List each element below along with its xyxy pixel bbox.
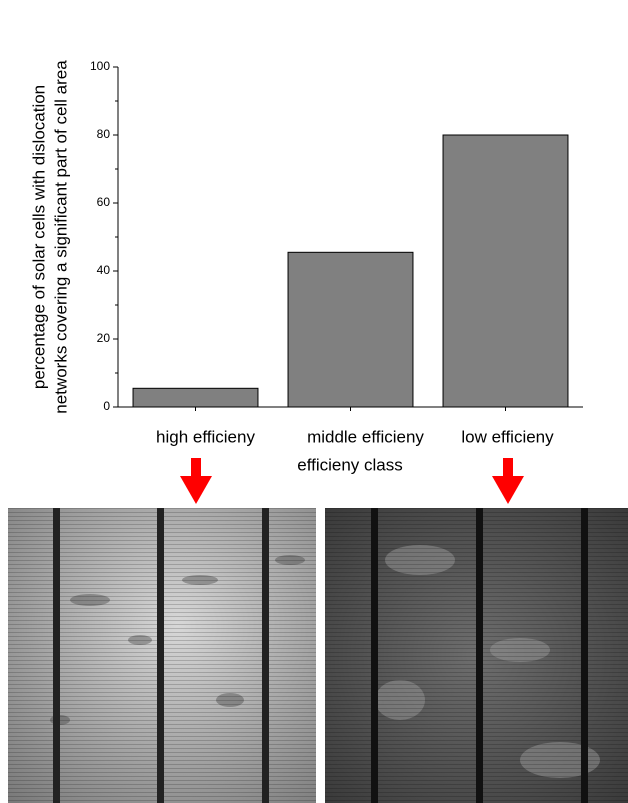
page: percentage of solar cells with dislocati… xyxy=(0,0,628,803)
x-axis-label: efficieny class xyxy=(297,455,403,474)
y-axis-label: percentage of solar cells with dislocati… xyxy=(29,85,48,389)
y-tick-label: 100 xyxy=(90,59,110,73)
y-tick-label: 60 xyxy=(97,195,111,209)
cell-image-low xyxy=(325,508,628,803)
bar xyxy=(288,252,413,407)
y-axis-label: networks covering a significant part of … xyxy=(51,60,70,414)
cell-image-high xyxy=(8,508,316,803)
x-tick-label: low efficieny xyxy=(461,427,554,446)
y-tick-label: 40 xyxy=(97,263,111,277)
bar xyxy=(133,388,258,407)
y-tick-label: 80 xyxy=(97,127,111,141)
x-tick-label: high efficieny xyxy=(156,427,255,446)
chart: percentage of solar cells with dislocati… xyxy=(0,0,628,803)
y-tick-label: 0 xyxy=(103,399,110,413)
bar xyxy=(443,135,568,407)
y-tick-label: 20 xyxy=(97,331,111,345)
x-tick-label: middle efficieny xyxy=(307,427,424,446)
